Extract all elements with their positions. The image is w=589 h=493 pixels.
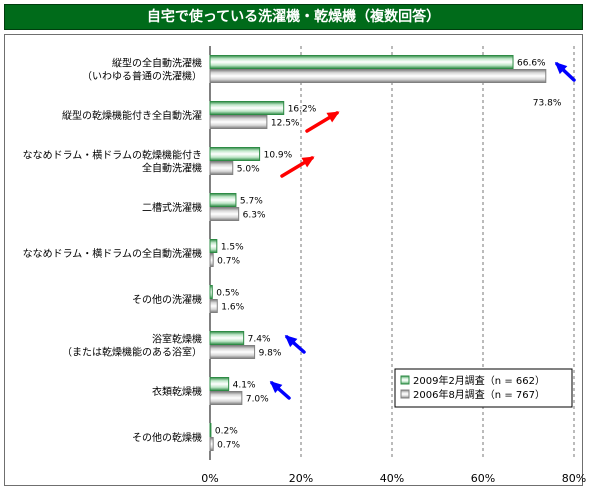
value-label: 1.5%: [221, 243, 244, 253]
value-label: 0.7%: [217, 441, 240, 451]
chart-frame: [4, 34, 583, 486]
bar-2006: [209, 253, 214, 267]
value-label: 5.0%: [237, 165, 260, 175]
value-label: 0.5%: [216, 289, 239, 299]
bar-2009: [209, 239, 218, 253]
bar-2009: [209, 193, 237, 207]
value-label: 7.0%: [246, 395, 269, 405]
value-label: 5.7%: [240, 197, 263, 207]
value-label: 0.2%: [215, 427, 238, 437]
category-label: ななめドラム・横ドラムの全自動洗濯機: [23, 247, 202, 260]
category-label: 浴室乾燥機: [152, 333, 202, 346]
x-tick-label: 80%: [562, 472, 586, 485]
category-label: 二槽式洗濯機: [142, 201, 202, 214]
bar-2009: [209, 331, 245, 345]
bar-2009: [209, 423, 212, 437]
trend-arrow-head: [326, 111, 340, 123]
category-label: （いわゆる普通の洗濯機）: [82, 70, 202, 83]
bar-2009: [209, 147, 261, 161]
x-tick-label: 40%: [380, 472, 404, 485]
bar-2006: [209, 161, 234, 175]
bar-2009: [209, 101, 285, 115]
legend-box: [394, 368, 573, 408]
value-label: 0.7%: [217, 257, 240, 267]
bar-2006: [209, 207, 240, 221]
value-label: 9.8%: [259, 349, 282, 359]
bar-2006: [209, 299, 218, 313]
bar-2009: [209, 285, 213, 299]
trend-arrow-head: [269, 381, 283, 394]
trend-arrow-head: [554, 61, 568, 75]
trend-arrow-head: [284, 335, 298, 348]
legend-swatch: [400, 375, 410, 385]
value-label: 66.6%: [517, 59, 546, 69]
value-label: 7.4%: [248, 335, 271, 345]
value-label: 73.8%: [533, 99, 562, 109]
value-label: 6.3%: [243, 211, 266, 221]
bar-2006: [209, 345, 256, 359]
value-label: 1.6%: [221, 303, 244, 313]
legend-label: 2009年2月調査（n = 662）: [413, 374, 545, 387]
category-label: その他の洗濯機: [132, 293, 202, 306]
legend-label: 2006年8月調査（n = 767）: [413, 388, 545, 401]
category-label: （または乾燥機能のある浴室）: [62, 346, 202, 359]
bar-2009: [209, 377, 230, 391]
category-label: 縦型の乾燥機能付き全自動洗濯: [62, 109, 202, 122]
category-label: その他の乾燥機: [132, 431, 202, 444]
x-tick-label: 20%: [289, 472, 313, 485]
bar-2006: [209, 69, 547, 83]
value-label: 10.9%: [264, 151, 293, 161]
chart-title: 自宅で使っている洗濯機・乾燥機（複数回答）: [4, 4, 583, 30]
bar-2006: [209, 437, 214, 451]
category-label: ななめドラム・横ドラムの乾燥機能付き: [23, 149, 202, 162]
value-label: 12.5%: [271, 119, 300, 129]
bar-2006: [209, 391, 243, 405]
x-tick-label: 60%: [471, 472, 495, 485]
value-label: 16.2%: [288, 105, 317, 115]
bar-2006: [209, 115, 268, 129]
bar-2009: [209, 55, 514, 69]
category-label: 縦型の全自動洗濯機: [112, 57, 202, 70]
category-label: 全自動洗濯機: [142, 162, 202, 175]
category-label: 衣類乾燥機: [152, 385, 202, 398]
trend-arrow-head: [301, 156, 315, 168]
x-tick-label: 0%: [201, 472, 218, 485]
legend-swatch: [400, 389, 410, 399]
value-label: 4.1%: [233, 381, 256, 391]
